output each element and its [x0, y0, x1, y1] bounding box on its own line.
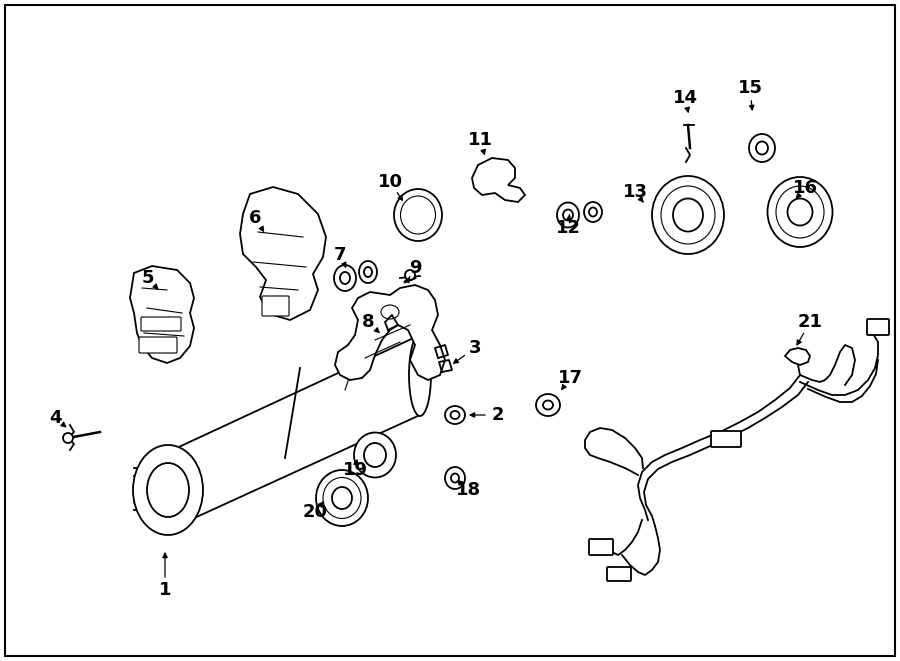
- Text: 14: 14: [672, 89, 698, 107]
- FancyBboxPatch shape: [711, 431, 741, 447]
- Text: 16: 16: [793, 179, 817, 197]
- Ellipse shape: [354, 432, 396, 477]
- Ellipse shape: [394, 189, 442, 241]
- Text: 5: 5: [142, 269, 154, 287]
- Text: 8: 8: [362, 313, 374, 331]
- Ellipse shape: [451, 473, 459, 483]
- Ellipse shape: [768, 177, 832, 247]
- Text: 13: 13: [623, 183, 647, 201]
- Text: 20: 20: [302, 503, 328, 521]
- Ellipse shape: [788, 198, 813, 225]
- Ellipse shape: [673, 198, 703, 231]
- Ellipse shape: [359, 261, 377, 283]
- Text: 6: 6: [248, 209, 261, 227]
- Circle shape: [402, 199, 434, 231]
- Polygon shape: [472, 158, 525, 202]
- Ellipse shape: [749, 134, 775, 162]
- Ellipse shape: [584, 202, 602, 222]
- Polygon shape: [130, 266, 194, 363]
- Ellipse shape: [316, 470, 368, 526]
- Text: 18: 18: [455, 481, 481, 499]
- Ellipse shape: [400, 196, 436, 234]
- Ellipse shape: [381, 305, 399, 319]
- Ellipse shape: [133, 445, 203, 535]
- FancyBboxPatch shape: [607, 567, 631, 581]
- FancyBboxPatch shape: [139, 337, 177, 353]
- Ellipse shape: [543, 401, 553, 410]
- Circle shape: [405, 270, 415, 280]
- Text: 10: 10: [377, 173, 402, 191]
- Ellipse shape: [323, 477, 361, 518]
- Circle shape: [63, 433, 73, 443]
- Polygon shape: [335, 285, 445, 380]
- FancyBboxPatch shape: [867, 319, 889, 335]
- Text: 11: 11: [467, 131, 492, 149]
- Text: 1: 1: [158, 581, 171, 599]
- Ellipse shape: [334, 265, 356, 291]
- Polygon shape: [240, 187, 326, 320]
- Ellipse shape: [776, 186, 824, 238]
- FancyBboxPatch shape: [589, 539, 613, 555]
- Ellipse shape: [445, 467, 465, 489]
- Text: 7: 7: [334, 246, 346, 264]
- Text: 4: 4: [49, 409, 61, 427]
- Ellipse shape: [340, 272, 350, 284]
- Text: 9: 9: [409, 259, 421, 277]
- Ellipse shape: [409, 334, 431, 416]
- Ellipse shape: [147, 463, 189, 517]
- Ellipse shape: [563, 210, 573, 221]
- Polygon shape: [785, 348, 810, 365]
- Text: 12: 12: [555, 219, 580, 237]
- Ellipse shape: [589, 208, 597, 217]
- Ellipse shape: [756, 141, 768, 155]
- FancyBboxPatch shape: [141, 317, 181, 331]
- Ellipse shape: [451, 411, 460, 419]
- Ellipse shape: [661, 186, 715, 244]
- Ellipse shape: [364, 443, 386, 467]
- Ellipse shape: [364, 267, 372, 277]
- Text: 15: 15: [737, 79, 762, 97]
- FancyBboxPatch shape: [262, 296, 289, 316]
- Ellipse shape: [536, 394, 560, 416]
- Ellipse shape: [652, 176, 724, 254]
- Text: 19: 19: [343, 461, 367, 479]
- Text: 21: 21: [797, 313, 823, 331]
- Text: 17: 17: [557, 369, 582, 387]
- Ellipse shape: [557, 202, 579, 227]
- Text: 3: 3: [469, 339, 482, 357]
- Ellipse shape: [332, 487, 352, 509]
- Ellipse shape: [445, 406, 465, 424]
- Text: 2: 2: [491, 406, 504, 424]
